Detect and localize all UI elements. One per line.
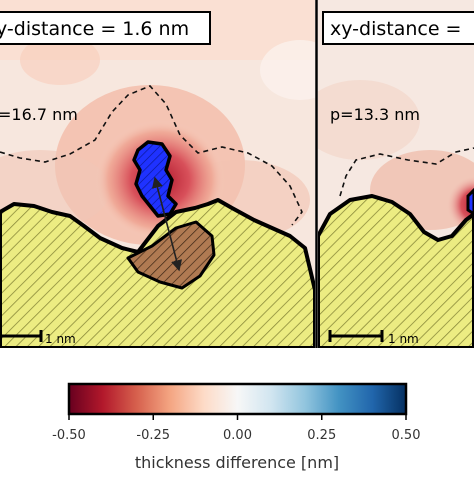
xy-distance-label: y-distance = 1.6 nm (0, 18, 189, 40)
colorbar-ticks: -0.50 -0.25 0.00 0.25 0.50 (52, 414, 420, 443)
colorbar-tick-label: -0.25 (136, 428, 170, 443)
substrate (318, 194, 474, 348)
distance-arrow (152, 176, 182, 272)
scale-bar-label: 1 nm (45, 332, 76, 346)
p-label: p=13.3 nm (330, 105, 420, 124)
xy-distance-box (0, 11, 211, 45)
xy-distance-label: xy-distance = (330, 18, 461, 40)
colorbar-tick-label: -0.50 (52, 428, 86, 443)
right-panel: xy-distance = p=13.3 nm 1 nm (318, 0, 474, 348)
colorbar-tick-label: 0.00 (223, 428, 252, 443)
blue-region (466, 187, 474, 216)
dashed-contour (0, 85, 303, 226)
p-label: =16.7 nm (0, 105, 78, 124)
left-panel: y-distance = 1.6 nm =16.7 nm 1 nm (0, 0, 315, 348)
scale-bar-label: 1 nm (388, 332, 419, 346)
colorbar-scale (67, 382, 408, 416)
colorbar-tick-label: 0.50 (392, 428, 421, 443)
colorbar-label: thickness difference [nm] (135, 453, 339, 472)
colorbar-tick-label: 0.25 (307, 428, 336, 443)
colorbar: -0.50 -0.25 0.00 0.25 0.50 thickness differe… (52, 382, 420, 472)
xy-distance-box (322, 11, 474, 45)
